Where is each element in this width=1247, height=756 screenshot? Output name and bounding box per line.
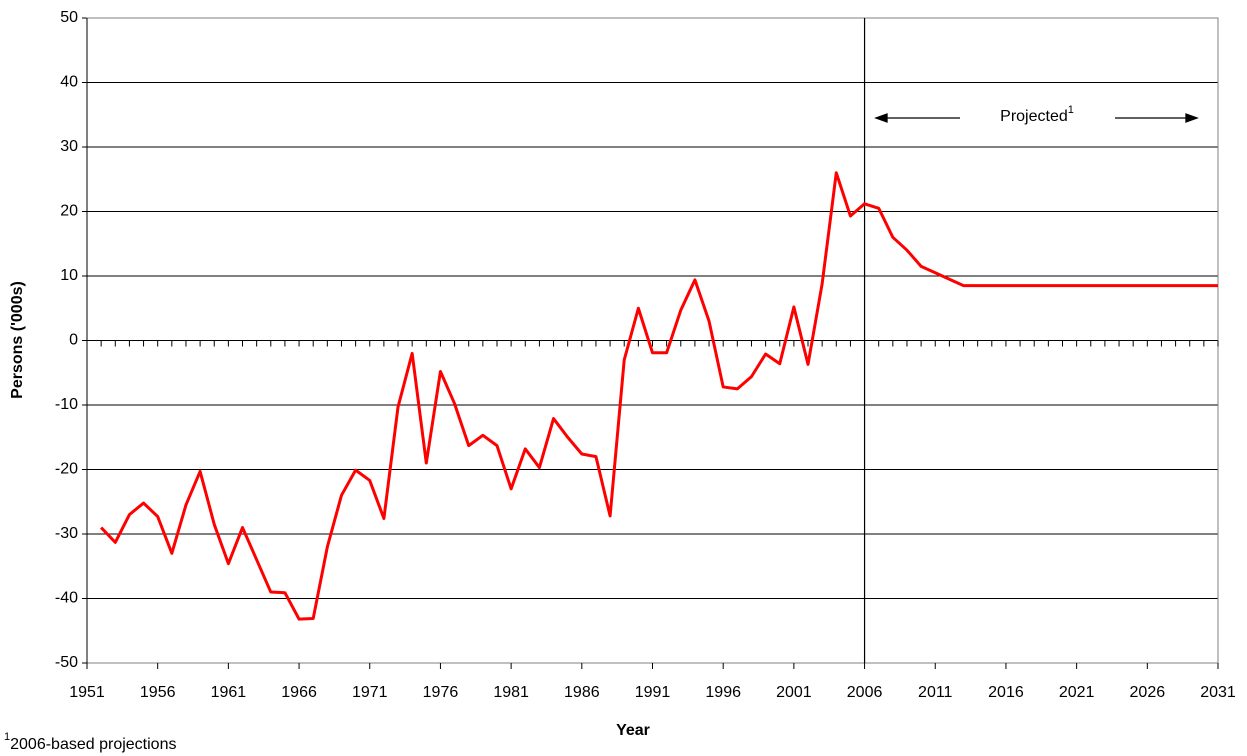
footnote-sup: 1 bbox=[4, 731, 10, 743]
y-tick-label: 50 bbox=[60, 9, 78, 26]
x-tick-label: 1956 bbox=[140, 684, 176, 701]
y-tick-label: 40 bbox=[60, 74, 78, 91]
x-tick-label: 2016 bbox=[988, 684, 1024, 701]
footnote-text: 2006-based projections bbox=[10, 736, 176, 753]
annotation: Projected1 bbox=[1000, 104, 1074, 125]
arrows bbox=[874, 113, 1199, 123]
y-axis-label: Persons ('000s) bbox=[9, 281, 26, 399]
x-tick-label: 1991 bbox=[635, 684, 671, 701]
arrow-head bbox=[1185, 113, 1199, 123]
x-tick-label: 1986 bbox=[564, 684, 600, 701]
arrow-head bbox=[874, 113, 888, 123]
x-tick-label: 1981 bbox=[493, 684, 529, 701]
x-tick-label: 1961 bbox=[211, 684, 247, 701]
annotation-sup: 1 bbox=[1068, 104, 1074, 116]
x-tick-label: 2011 bbox=[918, 684, 953, 701]
y-tick-label: 20 bbox=[60, 203, 78, 220]
x-tick-label: 1971 bbox=[352, 684, 388, 701]
y-tick-label: 30 bbox=[60, 138, 78, 155]
x-tick-label: 1996 bbox=[705, 684, 741, 701]
x-tick-label: 2026 bbox=[1130, 684, 1166, 701]
y-tick-label: -30 bbox=[55, 525, 78, 542]
x-tick-label: 2006 bbox=[847, 684, 883, 701]
y-tick-label: -10 bbox=[55, 396, 78, 413]
annotation-text: Projected bbox=[1000, 108, 1068, 125]
y-tick-label: -40 bbox=[55, 590, 78, 607]
x-tick-label: 1966 bbox=[281, 684, 317, 701]
y-tick-label: -50 bbox=[55, 654, 78, 671]
data-line bbox=[100, 171, 1218, 621]
y-tick-label: -20 bbox=[55, 461, 78, 478]
y-tick-label: 10 bbox=[60, 267, 78, 284]
x-tick-label: 1976 bbox=[423, 684, 459, 701]
footnote: 12006-based projections bbox=[4, 731, 176, 753]
x-axis-label: Year bbox=[616, 722, 650, 739]
x-tick-label: 2021 bbox=[1059, 684, 1095, 701]
x-tick-label: 2001 bbox=[776, 684, 812, 701]
y-tick-label: 0 bbox=[69, 332, 78, 349]
x-tick-label: 2031 bbox=[1200, 684, 1236, 701]
x-tick-label: 1951 bbox=[69, 684, 105, 701]
